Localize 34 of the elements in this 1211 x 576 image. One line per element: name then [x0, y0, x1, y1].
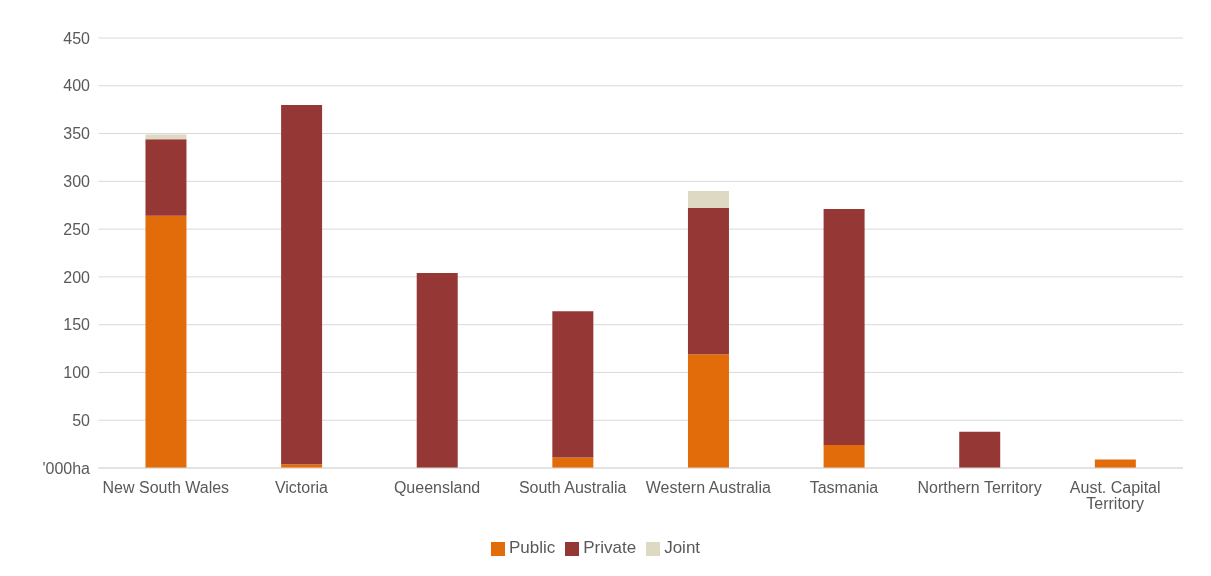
y-tick-label: 200 [63, 268, 91, 286]
y-tick-label: 250 [63, 220, 91, 238]
x-tick-label: Northern Territory [917, 479, 1042, 497]
legend-label: Joint [664, 538, 701, 557]
bar [959, 431, 1001, 468]
bar [823, 445, 865, 468]
x-tick-label: Victoria [274, 479, 329, 497]
y-tick-label: 400 [63, 77, 91, 95]
bar [1094, 459, 1136, 468]
bar [416, 273, 458, 468]
bar [552, 311, 594, 458]
y-tick-label: 50 [72, 411, 91, 429]
x-tick-label: Tasmania [809, 479, 879, 497]
bar [145, 215, 187, 468]
legend-label: Private [583, 538, 637, 557]
x-tick-label: New South Wales [102, 479, 230, 497]
x-tick-label: Western Australia [645, 479, 771, 497]
y-tick-label: 100 [63, 364, 91, 382]
legend-label: Public [508, 538, 556, 557]
bar [687, 354, 729, 468]
bar [552, 457, 594, 468]
bar [687, 190, 729, 209]
bar [145, 139, 187, 216]
bar [687, 208, 729, 355]
y-tick-label: 150 [63, 316, 91, 334]
x-tick-label: South Australia [518, 479, 627, 497]
x-tick-label: Queensland [393, 479, 481, 497]
y-tick-label: '000ha [42, 459, 91, 477]
y-tick-label: 300 [63, 173, 91, 191]
y-tick-label: 350 [63, 125, 91, 143]
x-tick-label: Aust. Capital Territory [1069, 479, 1161, 513]
bar [823, 209, 865, 446]
bar [281, 104, 323, 465]
y-tick-label: 450 [63, 29, 91, 47]
